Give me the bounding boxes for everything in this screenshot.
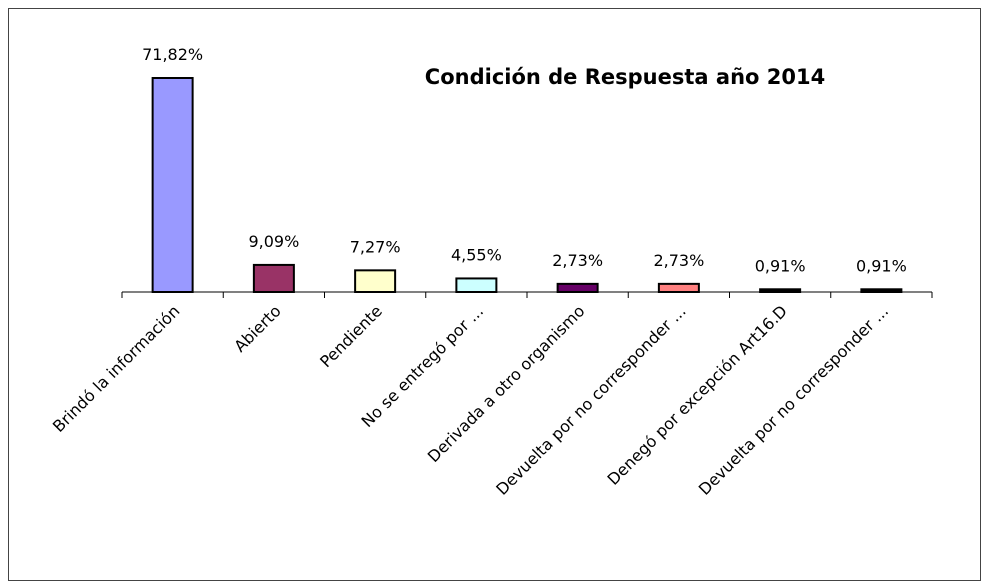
value-label: 7,27% — [350, 237, 401, 256]
value-label: 4,55% — [451, 245, 502, 264]
bar — [556, 282, 599, 294]
bar — [354, 269, 397, 294]
value-label: 2,73% — [552, 251, 603, 270]
value-label: 71,82% — [142, 45, 203, 64]
value-label: 0,91% — [856, 256, 907, 275]
bar — [252, 263, 295, 294]
bar — [759, 288, 802, 294]
bar — [657, 282, 700, 294]
value-label: 9,09% — [248, 232, 299, 251]
bar — [860, 288, 903, 294]
bar — [151, 77, 194, 293]
value-label: 2,73% — [653, 251, 704, 270]
value-label: 0,91% — [755, 256, 806, 275]
chart-title: Condición de Respuesta año 2014 — [425, 65, 825, 89]
bar — [455, 277, 498, 294]
